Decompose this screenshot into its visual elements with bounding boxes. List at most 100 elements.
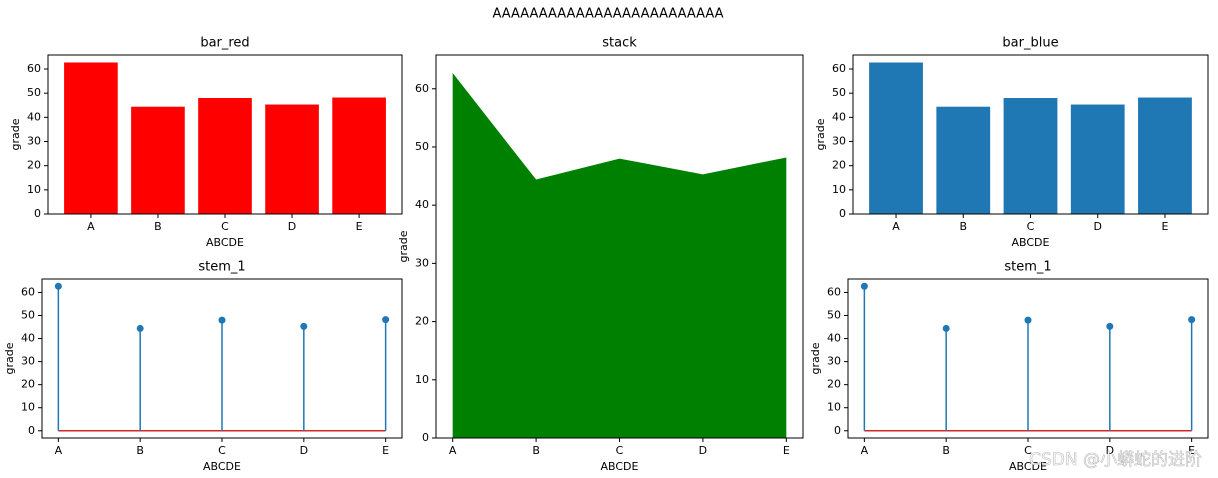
x-tick-label: A	[861, 444, 869, 457]
y-tick-label: 40	[832, 110, 846, 123]
y-tick-label: 0	[839, 207, 846, 220]
x-axis-label: ABCDE	[601, 460, 639, 473]
y-tick-label: 20	[832, 159, 846, 172]
bar	[1003, 98, 1058, 214]
subplot-title: bar_blue	[1002, 36, 1058, 51]
figure-title: AAAAAAAAAAAAAAAAAAAAAAAAA	[492, 7, 723, 22]
bar	[131, 106, 185, 214]
stem-marker	[382, 316, 390, 324]
y-tick-label: 30	[827, 355, 841, 368]
x-tick-label: E	[1161, 220, 1168, 233]
stem-marker	[136, 324, 144, 332]
subplot-title: stem_1	[198, 260, 245, 275]
x-tick-label: B	[136, 444, 144, 457]
x-tick-label: E	[783, 444, 790, 457]
y-tick-label: 40	[827, 332, 841, 345]
bar	[1138, 97, 1192, 214]
y-axis-label: grade	[9, 118, 22, 150]
bar	[265, 104, 319, 214]
y-tick-label: 10	[27, 183, 41, 196]
y-axis-label: grade	[397, 230, 410, 262]
axes-frame	[41, 278, 403, 439]
bar	[1070, 104, 1125, 214]
stem-marker	[54, 282, 62, 290]
y-tick-label: 20	[21, 378, 35, 391]
y-tick-label: 20	[415, 315, 429, 328]
bar	[198, 98, 252, 214]
x-tick-label: A	[87, 220, 95, 233]
stem-marker	[942, 324, 950, 332]
y-tick-label: 60	[21, 285, 35, 298]
axes-frame	[435, 54, 804, 439]
x-tick-label: D	[699, 444, 707, 457]
x-tick-label: C	[1024, 444, 1032, 457]
y-tick-label: 50	[827, 309, 841, 322]
x-tick-label: A	[892, 220, 900, 233]
stem-marker	[300, 322, 308, 330]
x-tick-label: E	[1188, 444, 1195, 457]
subplot-title: bar_red	[200, 36, 249, 51]
y-tick-label: 60	[827, 285, 841, 298]
y-axis-label: grade	[3, 342, 16, 374]
stem-marker	[218, 316, 226, 324]
y-tick-label: 60	[415, 82, 429, 95]
axes-frame	[847, 278, 1209, 439]
y-tick-label: 0	[34, 207, 41, 220]
bar	[332, 97, 386, 214]
y-tick-label: 30	[832, 135, 846, 148]
x-axis-label: ABCDE	[206, 236, 244, 249]
y-axis-label: grade	[814, 118, 827, 150]
x-tick-label: A	[449, 444, 457, 457]
x-tick-label: D	[288, 220, 296, 233]
y-tick-label: 50	[415, 140, 429, 153]
y-tick-label: 50	[832, 86, 846, 99]
y-tick-label: 10	[415, 373, 429, 386]
bar	[64, 62, 118, 215]
x-tick-label: D	[1093, 220, 1101, 233]
x-axis-label: ABCDE	[1012, 236, 1050, 249]
stem-marker	[1024, 316, 1032, 324]
x-tick-label: B	[154, 220, 162, 233]
y-tick-label: 50	[27, 86, 41, 99]
stem-marker	[860, 282, 868, 290]
x-tick-label: E	[382, 444, 389, 457]
y-tick-label: 0	[422, 431, 429, 444]
y-tick-label: 50	[21, 309, 35, 322]
area	[452, 73, 787, 439]
y-tick-label: 20	[827, 378, 841, 391]
x-axis-label: ABCDE	[1009, 460, 1047, 473]
watermark: CSDN @小蟒蛇的进阶	[1029, 450, 1202, 470]
y-tick-label: 10	[827, 401, 841, 414]
y-tick-label: 0	[834, 424, 841, 437]
axes-frame	[852, 54, 1209, 215]
bar	[869, 62, 923, 215]
y-tick-label: 30	[415, 256, 429, 269]
y-axis-label: grade	[809, 342, 822, 374]
x-tick-label: D	[1106, 444, 1114, 457]
bar	[936, 106, 991, 214]
x-tick-label: B	[959, 220, 967, 233]
y-tick-label: 30	[27, 135, 41, 148]
x-tick-label: A	[55, 444, 63, 457]
x-tick-label: C	[1027, 220, 1035, 233]
y-tick-label: 60	[832, 62, 846, 75]
y-tick-label: 40	[27, 110, 41, 123]
y-tick-label: 20	[27, 159, 41, 172]
y-tick-label: 10	[832, 183, 846, 196]
subplot-title: stack	[602, 36, 637, 51]
y-tick-label: 30	[21, 355, 35, 368]
stem-marker	[1188, 316, 1196, 324]
x-tick-label: C	[616, 444, 624, 457]
x-tick-label: B	[532, 444, 540, 457]
y-tick-label: 60	[27, 62, 41, 75]
y-tick-label: 10	[21, 401, 35, 414]
x-tick-label: C	[218, 444, 226, 457]
y-tick-label: 0	[28, 424, 35, 437]
x-tick-label: D	[300, 444, 308, 457]
stem-marker	[1106, 322, 1114, 330]
